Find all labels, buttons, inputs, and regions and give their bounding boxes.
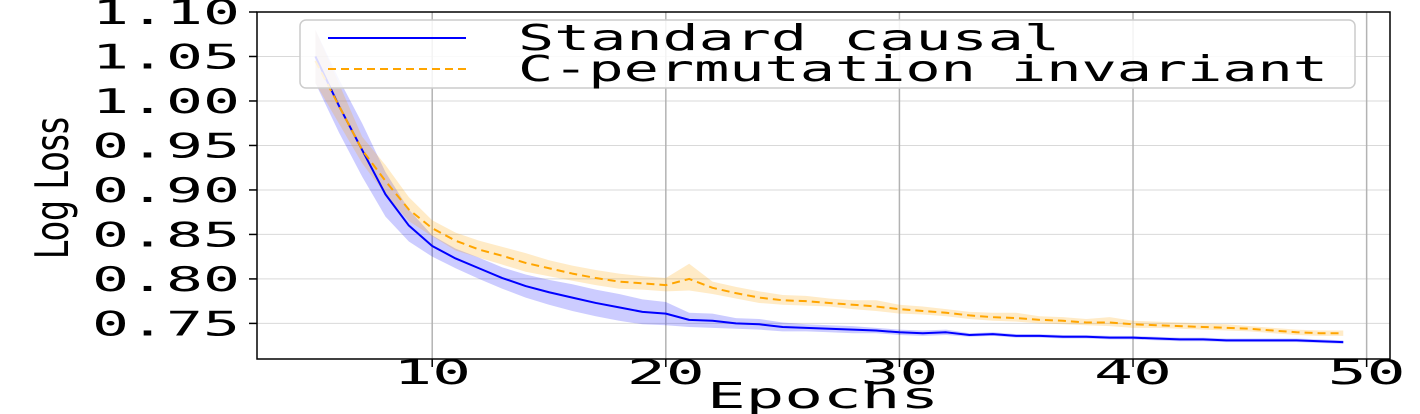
legend-label-c-permutation-invariant: C-permutation invariant — [518, 49, 1328, 90]
x-axis-ticks: 10 20 30 40 50 — [393, 353, 1405, 393]
line-standard-causal — [314, 56, 1344, 344]
y-tick-label: 1.05 — [92, 37, 240, 77]
legend: Standard causal C-permutation invariant — [299, 18, 1356, 90]
y-tick-label: 0.85 — [92, 215, 240, 255]
legend-label-standard-causal: Standard causal — [518, 18, 1060, 59]
x-tick-label: 20 — [627, 353, 705, 393]
x-tick-label: 10 — [393, 353, 471, 393]
x-tick-label: 30 — [860, 353, 938, 393]
y-axis-label: Log Loss — [27, 117, 80, 259]
plot-frame — [256, 11, 1391, 360]
x-axis-label: Epochs — [707, 376, 939, 414]
y-axis-ticks: 0.750.80 0.850.90 0.951.00 1.05 1.10 — [92, 0, 257, 344]
y-tick-label: 1.00 — [92, 82, 240, 122]
y-tick-label: 1.10 — [92, 0, 240, 33]
x-tick-label: 40 — [1094, 353, 1172, 393]
y-tick-label: 0.90 — [92, 171, 240, 211]
y-tick-label: 0.80 — [92, 260, 240, 300]
y-tick-label: 0.95 — [92, 126, 240, 166]
line-c-permutation-invariant — [314, 60, 1344, 335]
x-tick-label: 50 — [1328, 353, 1406, 393]
series-lines — [314, 56, 1344, 344]
legend-box — [299, 19, 1356, 89]
y-tick-label: 0.75 — [92, 304, 240, 344]
